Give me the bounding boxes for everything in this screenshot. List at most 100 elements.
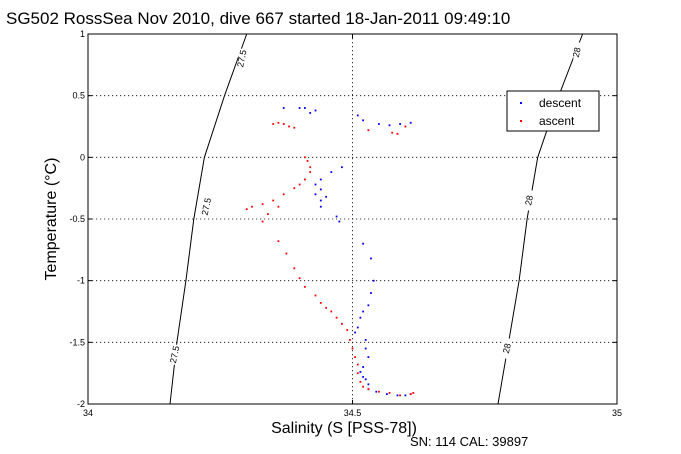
ascent-point bbox=[330, 310, 333, 313]
ascent-point bbox=[356, 372, 359, 375]
contour-label-background bbox=[503, 338, 512, 359]
descent-point bbox=[338, 220, 341, 223]
descent-point bbox=[378, 123, 380, 125]
ascent-point bbox=[378, 390, 380, 393]
ascent-point bbox=[251, 205, 253, 208]
ascent-point bbox=[261, 220, 264, 223]
ascent-point bbox=[272, 199, 275, 202]
ascent-point bbox=[306, 160, 309, 162]
ascent-point bbox=[304, 285, 306, 288]
x-tick-label: 35 bbox=[612, 408, 622, 418]
serial-calibration-text: SN: 114 CAL: 39897 bbox=[410, 434, 528, 449]
descent-point bbox=[309, 112, 312, 114]
plot-area: 27.5 27.5 27.5 28 28 28 34 34.5 35 1 0.5 0 -0.5 -1 -1.… bbox=[69, 29, 622, 418]
legend: descent ascent bbox=[506, 90, 600, 132]
ascent-point bbox=[396, 133, 399, 135]
descent-point bbox=[319, 188, 322, 191]
ascent-point bbox=[314, 294, 317, 297]
ascent-point bbox=[325, 306, 327, 309]
descent-point bbox=[362, 376, 364, 378]
descent-point bbox=[359, 316, 362, 319]
ascent-point bbox=[267, 213, 269, 215]
descent-point bbox=[372, 279, 375, 282]
contour-label: 28 bbox=[523, 194, 535, 206]
ascent-point bbox=[293, 187, 296, 190]
legend-marker-descent bbox=[520, 102, 522, 104]
descent-point bbox=[409, 121, 412, 124]
legend-box bbox=[506, 90, 600, 132]
ascent-point bbox=[304, 178, 306, 181]
ascent-point bbox=[298, 183, 301, 186]
ascent-point bbox=[399, 394, 401, 397]
ascent-point bbox=[356, 363, 359, 366]
descent-point bbox=[356, 326, 359, 329]
ascent-point bbox=[309, 166, 312, 169]
contour-label: 28 bbox=[501, 342, 513, 354]
contour-label: 27.5 bbox=[168, 345, 181, 364]
descent-point bbox=[335, 215, 338, 218]
y-tick-label: -1.5 bbox=[69, 337, 85, 347]
ascent-point bbox=[362, 385, 364, 388]
descent-point bbox=[330, 171, 333, 173]
ascent-point bbox=[285, 252, 288, 255]
descent-point bbox=[364, 378, 367, 381]
descent-point bbox=[362, 310, 364, 313]
y-tick-label: 0 bbox=[80, 152, 85, 162]
descent-point bbox=[404, 394, 407, 397]
descent-point bbox=[375, 390, 378, 393]
descent-point bbox=[325, 195, 327, 198]
descent-point bbox=[314, 109, 317, 112]
y-tick-label: 1 bbox=[80, 29, 85, 39]
contour-label-background bbox=[171, 344, 180, 365]
contour-label-background bbox=[525, 190, 534, 211]
ascent-point bbox=[288, 125, 290, 128]
ascent-point bbox=[409, 393, 412, 395]
descent-point bbox=[364, 347, 367, 350]
descent-point bbox=[304, 107, 306, 109]
descent-point bbox=[362, 366, 364, 368]
descent-point bbox=[319, 178, 322, 181]
legend-label-descent: descent bbox=[539, 96, 582, 110]
chart-title: SG502 RossSea Nov 2010, dive 667 started… bbox=[6, 9, 510, 28]
ascent-point bbox=[277, 240, 280, 243]
ascent-point bbox=[298, 277, 301, 280]
ascent-point bbox=[309, 171, 312, 173]
ascent-point bbox=[282, 123, 285, 125]
descent-point bbox=[314, 183, 317, 186]
descent-point bbox=[359, 371, 362, 373]
descent-point bbox=[370, 292, 372, 294]
ascent-point bbox=[346, 329, 349, 331]
ascent-point bbox=[412, 392, 415, 394]
contour-label: 27.5 bbox=[235, 49, 248, 68]
ascent-point bbox=[304, 156, 306, 159]
legend-label-ascent: ascent bbox=[539, 114, 575, 128]
ascent-point bbox=[272, 123, 275, 125]
descent-point bbox=[341, 166, 343, 169]
descent-point bbox=[364, 339, 367, 341]
descent-point bbox=[370, 257, 372, 260]
descent-point bbox=[354, 331, 356, 334]
ascent-point bbox=[277, 205, 280, 208]
y-tick-label: -1 bbox=[77, 276, 85, 286]
ascent-point bbox=[354, 356, 356, 358]
y-tick-label: -0.5 bbox=[69, 214, 85, 224]
ascent-point bbox=[404, 125, 407, 128]
descent-point bbox=[388, 124, 391, 127]
descent-point bbox=[362, 242, 364, 245]
ascent-point bbox=[277, 121, 280, 124]
descent-point bbox=[362, 119, 364, 122]
y-tick-label: 0.5 bbox=[72, 91, 85, 101]
contour-label-background bbox=[573, 42, 582, 63]
ascent-point bbox=[261, 203, 264, 206]
ascent-point bbox=[293, 126, 296, 129]
ascent-point bbox=[319, 302, 322, 304]
ascent-point bbox=[367, 129, 370, 132]
descent-point bbox=[396, 394, 399, 397]
ascent-point bbox=[245, 208, 248, 210]
y-axis-label: Temperature (°C) bbox=[43, 158, 60, 281]
descent-point bbox=[314, 193, 317, 196]
descent-point bbox=[298, 107, 301, 109]
ascent-point bbox=[388, 392, 391, 394]
contour-label: 28 bbox=[571, 46, 583, 58]
